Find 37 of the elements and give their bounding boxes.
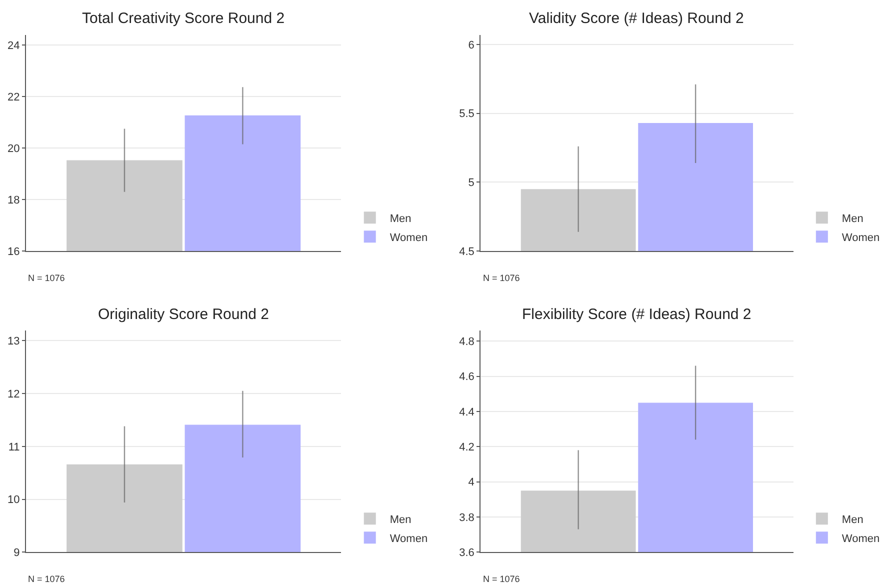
- legend-label: Women: [390, 232, 428, 244]
- legend-label: Women: [842, 232, 880, 244]
- y-tick-label: 5: [468, 177, 474, 190]
- y-tick-label: 12: [8, 388, 20, 400]
- y-tick-label: 3.6: [459, 547, 474, 560]
- chart-title: Validity Score (# Ideas) Round 2: [529, 10, 744, 27]
- y-tick-label: 11: [8, 441, 20, 454]
- text: N = 1076: [28, 273, 65, 283]
- y-tick-label: 6: [468, 39, 474, 52]
- text: N = 1076: [28, 574, 65, 584]
- y-tick-label: 4: [468, 476, 474, 489]
- y-tick-label: 4.5: [459, 246, 474, 258]
- legend-label: Men: [842, 212, 864, 225]
- chart-title: Originality Score Round 2: [98, 306, 269, 323]
- y-tick-label: 4.6: [459, 371, 474, 384]
- y-tick-label: 4.4: [459, 406, 474, 418]
- legend-label: Women: [390, 532, 428, 545]
- y-tick-label: 18: [8, 194, 20, 206]
- y-tick-label: 10: [8, 494, 20, 506]
- y-tick-label: 20: [8, 142, 20, 155]
- text: N = 1076: [483, 574, 520, 584]
- y-tick-label: 16: [8, 246, 20, 258]
- y-tick-label: 4.2: [459, 442, 474, 454]
- legend-label: Men: [842, 514, 864, 526]
- y-tick-label: 22: [8, 91, 20, 104]
- legend-label: Women: [842, 532, 880, 545]
- y-tick-label: 24: [8, 40, 20, 52]
- y-tick-label: 3.8: [459, 512, 474, 524]
- chart-title: Flexibility Score (# Ideas) Round 2: [522, 306, 752, 323]
- y-tick-label: 13: [8, 336, 20, 348]
- legend-label: Men: [390, 514, 412, 526]
- chart-title: Total Creativity Score Round 2: [82, 10, 285, 27]
- text: N = 1076: [483, 273, 520, 283]
- y-tick-label: 9: [14, 547, 20, 560]
- y-tick-label: 5.5: [459, 108, 474, 120]
- y-tick-label: 4.8: [459, 336, 474, 348]
- legend-label: Men: [390, 212, 412, 225]
